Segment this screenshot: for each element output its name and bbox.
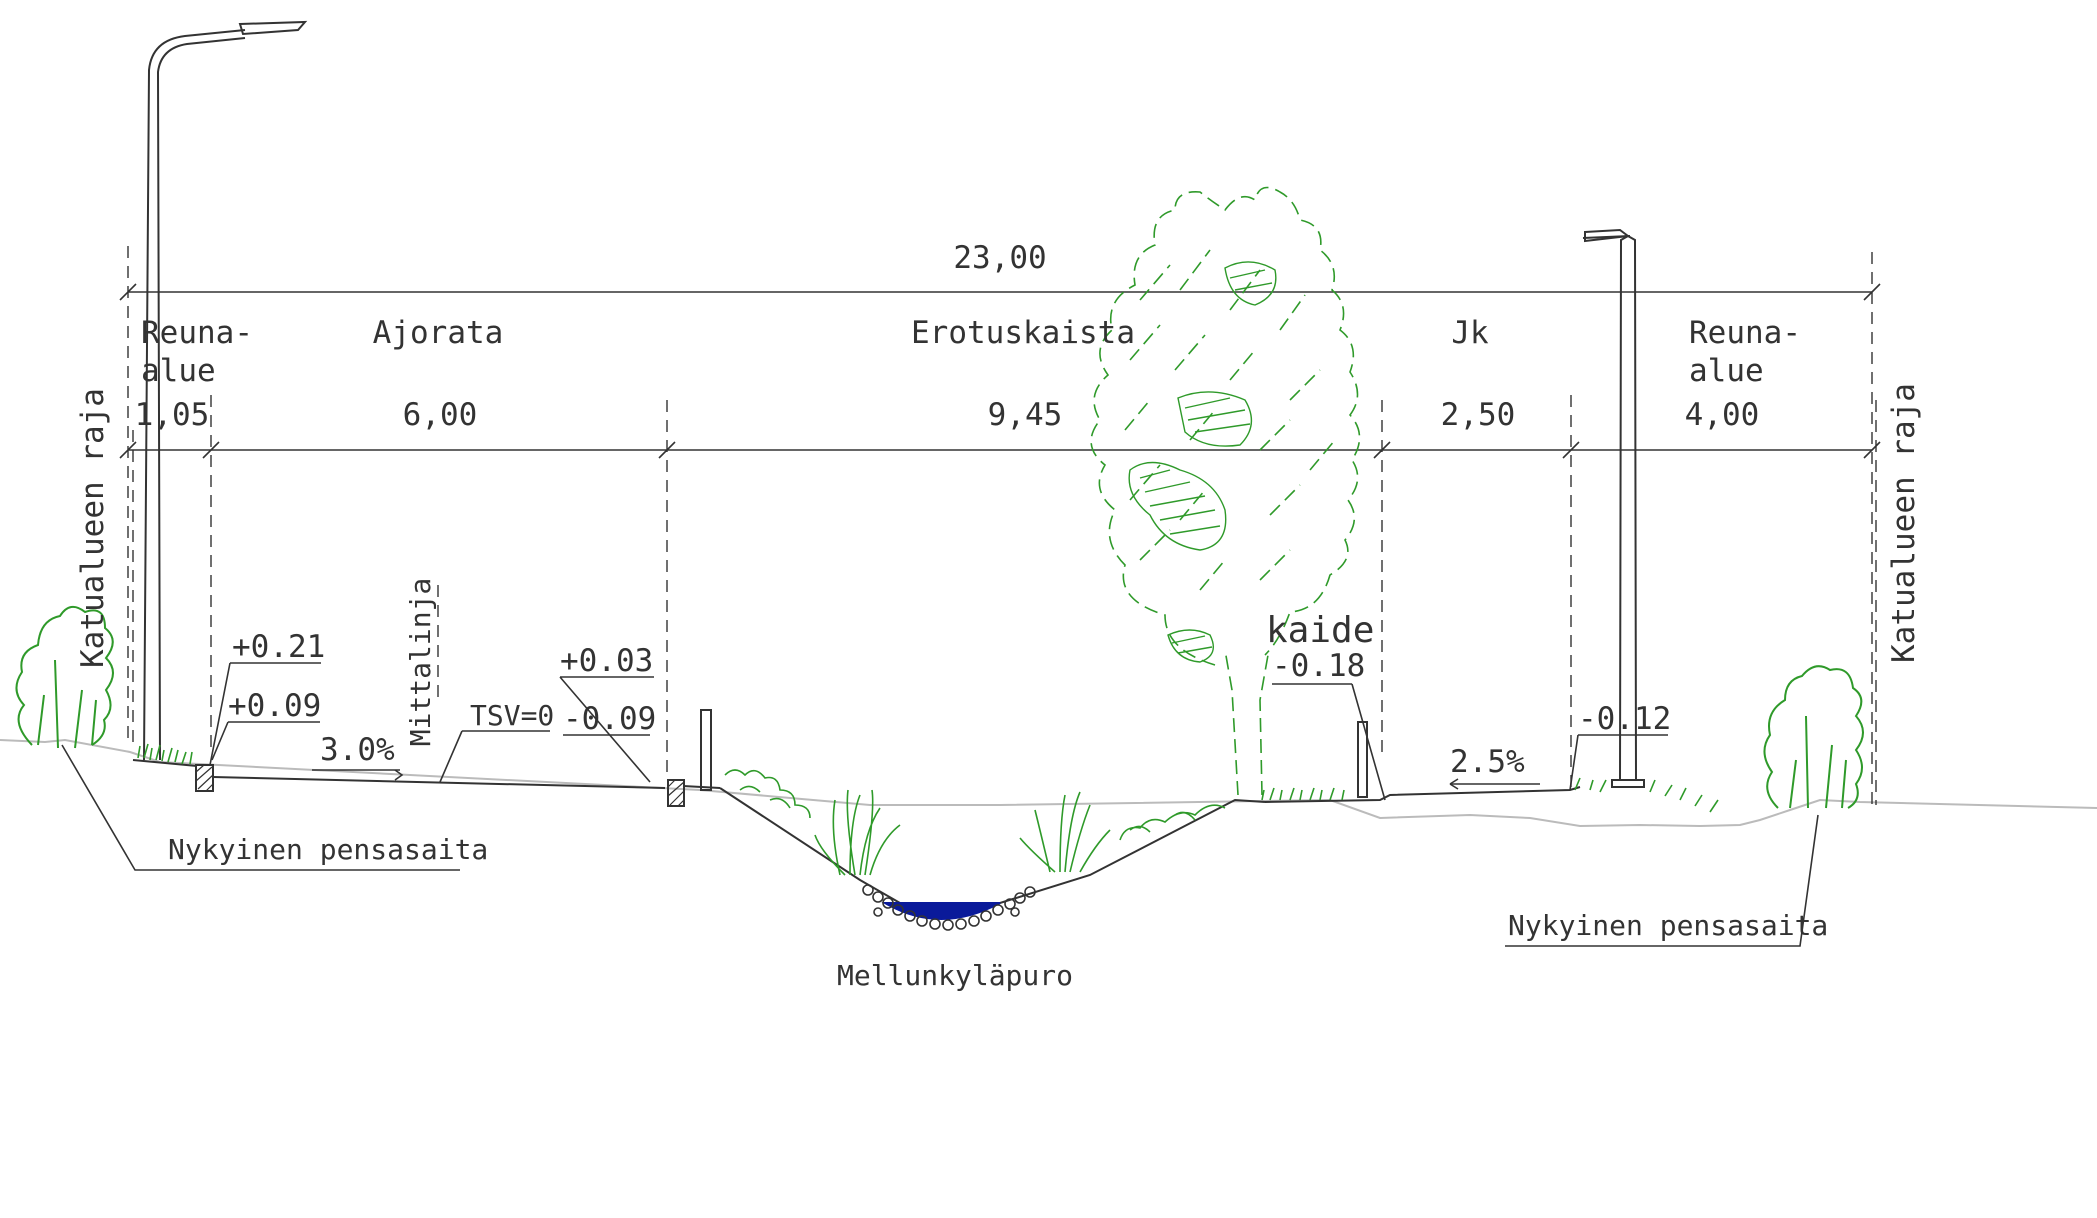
elevation-railing: -0.18	[1272, 648, 1365, 684]
curb-median	[667, 779, 685, 807]
street-light-left	[143, 20, 308, 761]
segment-3-label: 9,45	[988, 397, 1063, 433]
reeds-left	[814, 789, 901, 876]
grass	[137, 743, 1719, 813]
hedge-left-shrub	[15, 605, 114, 749]
zone-ajorata: Ajorata	[373, 315, 504, 351]
street-light-right	[1582, 228, 1645, 788]
leader-lines	[61, 662, 1819, 947]
creek-stones	[862, 884, 1036, 931]
dimension-total	[119, 283, 1881, 301]
elevation-median-curb-bottom: -0.09	[563, 701, 656, 737]
zone-jk: Jk	[1451, 315, 1489, 351]
hedge-left-label: Nykyinen pensasaita	[168, 833, 488, 866]
slope-carriageway: 3.0%	[320, 732, 395, 768]
median-post	[700, 709, 712, 791]
railing-label: kaide	[1266, 610, 1374, 651]
curb-left	[195, 764, 214, 792]
hedge-right-label: Nykyinen pensasaita	[1508, 909, 1828, 942]
shrubs-slope	[724, 769, 1226, 841]
extension-lines	[127, 246, 1877, 805]
segment-2-label: 6,00	[403, 397, 478, 433]
zone-reuna-left-line2: alue	[141, 353, 216, 389]
creek-label: Mellunkyläpuro	[837, 959, 1073, 992]
zone-reuna-right-line2: alue	[1689, 353, 1764, 389]
slope-walkway: 2.5%	[1450, 744, 1525, 780]
existing-ground-line	[0, 738, 2097, 828]
reeds-right	[1019, 791, 1111, 873]
segment-4-label: 2,50	[1441, 397, 1516, 433]
reference-level-label: TSV=0	[470, 699, 554, 732]
elevation-left-curb-bottom: +0.09	[228, 688, 321, 724]
dimension-segments	[119, 441, 1881, 459]
hedge-right-shrub	[1763, 665, 1864, 809]
zone-erotuskaista: Erotuskaista	[911, 315, 1135, 351]
zone-reuna-right-line1: Reuna-	[1689, 315, 1801, 351]
segment-1-label: 1,05	[135, 397, 210, 433]
tree	[1090, 186, 1361, 796]
elevation-left-curb-top: +0.21	[232, 629, 325, 665]
measure-line-label: Mittalinja	[404, 578, 437, 747]
boundary-left-label: Katualueen raja	[75, 388, 111, 668]
road-structure	[132, 759, 1581, 803]
elevation-walkway-edge: -0.12	[1578, 701, 1671, 737]
dimension-total-label: 23,00	[953, 240, 1046, 276]
boundary-right-label: Katualueen raja	[1886, 383, 1922, 663]
elevation-median-curb-top: +0.03	[560, 643, 653, 679]
zone-reuna-left-line1: Reuna-	[141, 315, 253, 351]
segment-5-label: 4,00	[1685, 397, 1760, 433]
tree-shadow-patches	[1128, 261, 1277, 663]
